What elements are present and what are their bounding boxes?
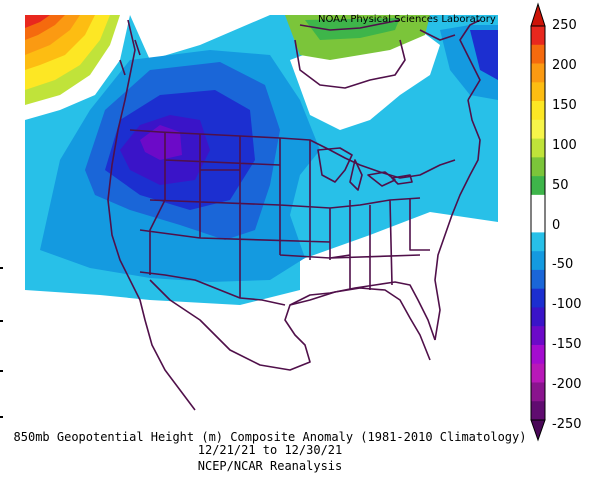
colorbar-tick-label: -150 — [552, 337, 582, 353]
great-lakes — [317, 147, 413, 191]
colorbar-tick-label: 250 — [552, 18, 577, 33]
colorbar — [530, 2, 546, 442]
anomaly-band-ne-minus100 — [470, 30, 498, 80]
colorbar-swatch — [531, 288, 545, 308]
colorbar-tick-label: -250 — [552, 417, 582, 432]
colorbar-swatch — [531, 326, 545, 346]
mexico-coastline — [149, 279, 431, 371]
colorbar-swatch — [531, 26, 545, 46]
colorbar-swatch — [531, 194, 545, 214]
hudson-bay-outline — [294, 39, 406, 89]
colorbar-swatch — [531, 176, 545, 196]
colorbar-swatch — [531, 363, 545, 383]
caption-date-range: 12/21/21 to 12/30/21 — [197, 443, 343, 457]
colorbar-swatch — [531, 82, 545, 102]
anomaly-band-nw-peak — [25, 15, 50, 28]
caption-source: NCEP/NCAR Reanalysis — [197, 459, 343, 473]
colorbar-swatch — [531, 138, 545, 158]
state-lines — [139, 132, 430, 298]
us-mexico-border — [139, 271, 286, 306]
left-edge-ticks — [0, 267, 3, 418]
colorbar-swatch — [531, 232, 545, 252]
gulf-coastline — [289, 281, 436, 341]
atlantic-coastline — [434, 99, 481, 341]
colorbar-swatch — [531, 213, 545, 233]
colorbar-swatch — [531, 269, 545, 289]
colorbar-swatch — [531, 101, 545, 121]
colorbar-swatch — [531, 307, 545, 327]
colorbar-tick-label: 150 — [552, 97, 577, 113]
colorbar-tick-label: 50 — [552, 177, 569, 193]
land-outlines — [107, 19, 481, 411]
anomaly-core — [140, 125, 182, 160]
colorbar-tick-label: -200 — [552, 377, 582, 393]
colorbar-arrow-top — [530, 2, 546, 27]
colorbar-swatch — [531, 382, 545, 402]
canada-east-coast — [459, 19, 481, 101]
colorbar-tick-label: 200 — [552, 57, 577, 73]
us-canada-border — [129, 129, 456, 179]
anomaly-shading — [25, 15, 498, 415]
colorbar-swatch — [531, 251, 545, 271]
colorbar-swatch — [531, 157, 545, 177]
credit-label: NOAA Physical Sciences Laboratory — [318, 14, 496, 25]
colorbar-arrow-bottom — [530, 419, 546, 442]
bc-islands — [119, 39, 141, 76]
colorbar-tick-label: 0 — [552, 217, 561, 233]
pacific-coastline — [107, 19, 196, 411]
colorbar-swatch — [531, 119, 545, 139]
arctic-islands — [299, 19, 456, 41]
colorbar-tick-label: -100 — [552, 297, 582, 313]
colorbar-swatch — [531, 63, 545, 83]
caption-title: 850mb Geopotential Height (m) Composite … — [13, 430, 527, 444]
colorbar-swatch — [531, 401, 545, 421]
colorbar-swatch — [531, 44, 545, 64]
colorbar-tick-label: -50 — [552, 257, 574, 273]
colorbar-tick-label: 100 — [552, 137, 577, 153]
colorbar-swatch — [531, 344, 545, 365]
